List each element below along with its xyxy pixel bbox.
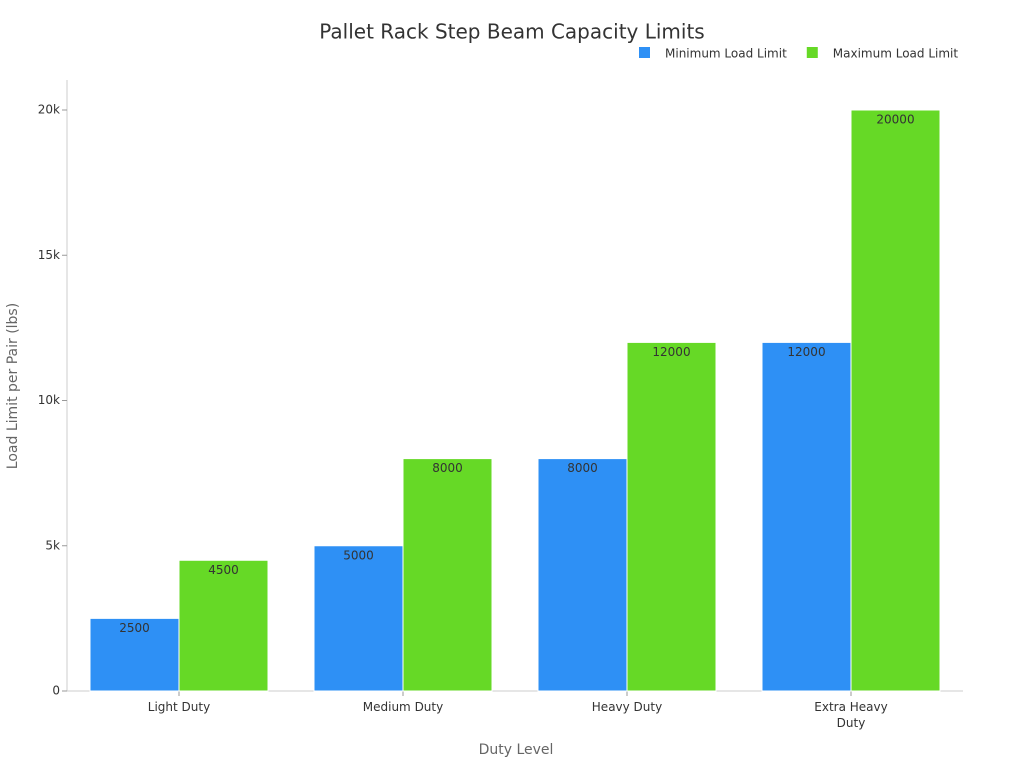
y-tick-label: 15k	[38, 248, 60, 262]
x-tick-label: Extra Heavy Duty	[814, 700, 888, 730]
value-label: 4500	[208, 563, 239, 577]
y-tick-label: 5k	[45, 538, 60, 552]
value-label: 12000	[652, 345, 690, 359]
bar	[850, 109, 941, 692]
legend-label: Minimum Load Limit	[665, 47, 787, 61]
x-tick-label: Heavy Duty	[591, 700, 663, 714]
bar	[178, 559, 269, 692]
chart-title: Pallet Rack Step Beam Capacity Limits	[319, 20, 704, 44]
y-axis-title: Load Limit per Pair (lbs)	[5, 303, 21, 469]
bar	[761, 341, 852, 692]
bar	[313, 545, 404, 692]
bar	[537, 458, 628, 692]
bar	[89, 617, 180, 692]
value-label: 20000	[876, 113, 914, 127]
bar	[402, 458, 493, 692]
value-label: 12000	[787, 345, 825, 359]
y-tick-label: 10k	[38, 393, 60, 407]
x-tick-label: Medium Duty	[362, 700, 444, 714]
value-label: 5000	[343, 548, 374, 562]
x-axis-title: Duty Level	[479, 742, 554, 758]
y-tick-label: 0	[52, 684, 60, 698]
value-label: 2500	[119, 621, 150, 635]
legend-swatch	[806, 47, 818, 58]
y-tick-label: 20k	[38, 103, 60, 117]
legend-label: Maximum Load Limit	[833, 47, 959, 61]
value-label: 8000	[432, 461, 463, 475]
legend-swatch	[639, 47, 650, 58]
x-tick-label: Light Duty	[147, 700, 211, 714]
bar	[626, 341, 717, 692]
value-label: 8000	[567, 461, 598, 475]
